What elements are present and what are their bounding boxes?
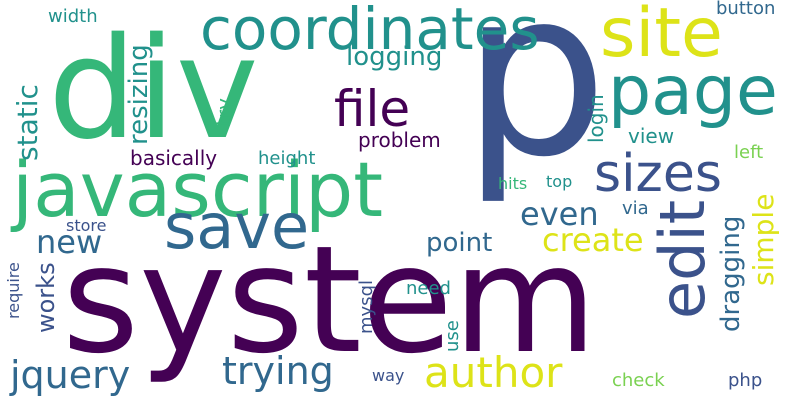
word-p: p <box>462 0 608 208</box>
word-static: static <box>11 84 44 161</box>
word-way: way <box>372 366 405 385</box>
word-javascript: javascript <box>12 145 384 234</box>
word-point: point <box>426 228 493 258</box>
word-simple: simple <box>747 193 780 286</box>
word-jquery: jquery <box>10 353 131 397</box>
word-need: need <box>406 278 451 299</box>
word-logging: logging <box>346 42 443 72</box>
word-sizes: sizes <box>594 144 722 204</box>
word-page: page <box>608 52 778 131</box>
word-new: new <box>36 223 103 261</box>
word-problem: problem <box>358 128 441 152</box>
word-system: system <box>62 214 598 386</box>
word-even: even <box>520 195 599 233</box>
word-left: left <box>734 142 764 163</box>
word-via: via <box>622 198 649 219</box>
word-button: button <box>716 0 776 19</box>
word-basically: basically <box>130 146 218 170</box>
word-use: use <box>442 320 463 352</box>
word-create: create <box>542 221 644 259</box>
word-edit: edit <box>646 199 719 319</box>
word-hits: hits <box>498 174 528 193</box>
word-php: php <box>728 370 763 391</box>
word-top: top <box>546 172 573 191</box>
word-author: author <box>424 348 563 397</box>
word-file: file <box>334 80 411 138</box>
word-height: height <box>258 148 316 169</box>
word-login: login <box>584 94 608 143</box>
word-works: works <box>32 262 60 333</box>
word-resizing: resizing <box>124 44 154 145</box>
word-require: require <box>4 262 23 319</box>
word-trying: trying <box>222 349 334 393</box>
word-check: check <box>612 370 665 391</box>
word-save: save <box>164 190 310 263</box>
word-width: width <box>48 6 98 27</box>
word-store: store <box>66 216 107 235</box>
word-view: view <box>628 124 675 148</box>
word-mysql: mysql <box>356 280 377 334</box>
word-coordinates: coordinates <box>200 0 540 63</box>
word-site: site <box>600 0 723 73</box>
word-dragging: dragging <box>716 215 746 332</box>
word-try: try <box>212 98 236 126</box>
word-div: div <box>48 8 259 171</box>
